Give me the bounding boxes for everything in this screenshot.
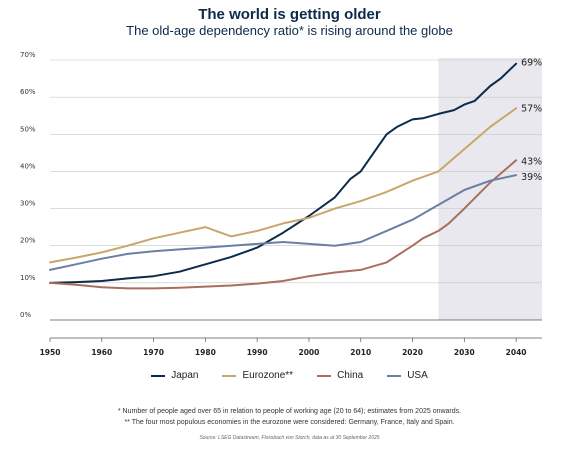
legend-label-china: China	[337, 370, 364, 381]
legend-swatch-china	[317, 374, 332, 377]
x-tick-label: 1950	[40, 348, 61, 357]
end-label-china: 43%	[521, 156, 542, 167]
x-tick-label: 1960	[91, 348, 112, 357]
x-tick-label: 2000	[299, 348, 320, 357]
end-label-usa: 39%	[521, 172, 542, 183]
legend-item-usa: USA	[387, 370, 428, 381]
x-tick-label: 1990	[247, 348, 268, 357]
legend-label-usa: USA	[407, 370, 428, 381]
end-label-eurozone: 57%	[521, 103, 542, 114]
x-tick-label: 2030	[454, 348, 475, 357]
series-line-china	[49, 159, 518, 290]
legend-item-japan: Japan	[151, 370, 198, 381]
series-line-usa	[49, 174, 518, 271]
line-chart: 0% 10% 20% 30% 40% 50% 60% 70% 1950 1960 1970 1980 1…	[20, 51, 542, 357]
y-tick-label: 0%	[20, 311, 31, 319]
y-tick-label: 60%	[20, 88, 36, 96]
legend-item-eurozone: Eurozone**	[222, 370, 293, 381]
chart-legend: Japan Eurozone** China USA	[0, 370, 579, 381]
x-tick-label: 2040	[506, 348, 527, 357]
forecast-shaded-region	[438, 58, 542, 320]
series-line-japan	[49, 62, 518, 284]
legend-label-eurozone: Eurozone**	[242, 370, 294, 381]
y-tick-label: 10%	[20, 274, 36, 282]
x-tick-label: 1970	[143, 348, 164, 357]
legend-swatch-japan	[151, 374, 166, 377]
series-line-eurozone	[49, 107, 518, 264]
legend-swatch-eurozone	[222, 374, 237, 377]
legend-item-china: China	[317, 370, 363, 381]
y-tick-label: 30%	[20, 200, 36, 208]
footnote-eurozone: ** The four most populous economies in t…	[124, 419, 455, 426]
chart-subtitle: The old-age dependency ratio* is rising …	[126, 23, 453, 38]
end-label-japan: 69%	[521, 58, 542, 69]
legend-label-japan: Japan	[171, 370, 199, 381]
source-note: Source: LSEG Datastream, Flossbach von S…	[199, 435, 380, 441]
y-tick-label: 70%	[20, 51, 36, 59]
x-tick-label: 2010	[350, 348, 371, 357]
legend-swatch-usa	[387, 374, 402, 377]
x-tick-label: 1980	[195, 348, 216, 357]
y-tick-label: 20%	[20, 237, 36, 245]
y-tick-label: 40%	[20, 162, 36, 170]
chart-title: The world is getting older	[198, 6, 381, 23]
y-tick-label: 50%	[20, 125, 36, 133]
x-tick-label: 2020	[402, 348, 423, 357]
footnote-dependency-ratio: * Number of people aged over 65 in relat…	[117, 408, 462, 415]
